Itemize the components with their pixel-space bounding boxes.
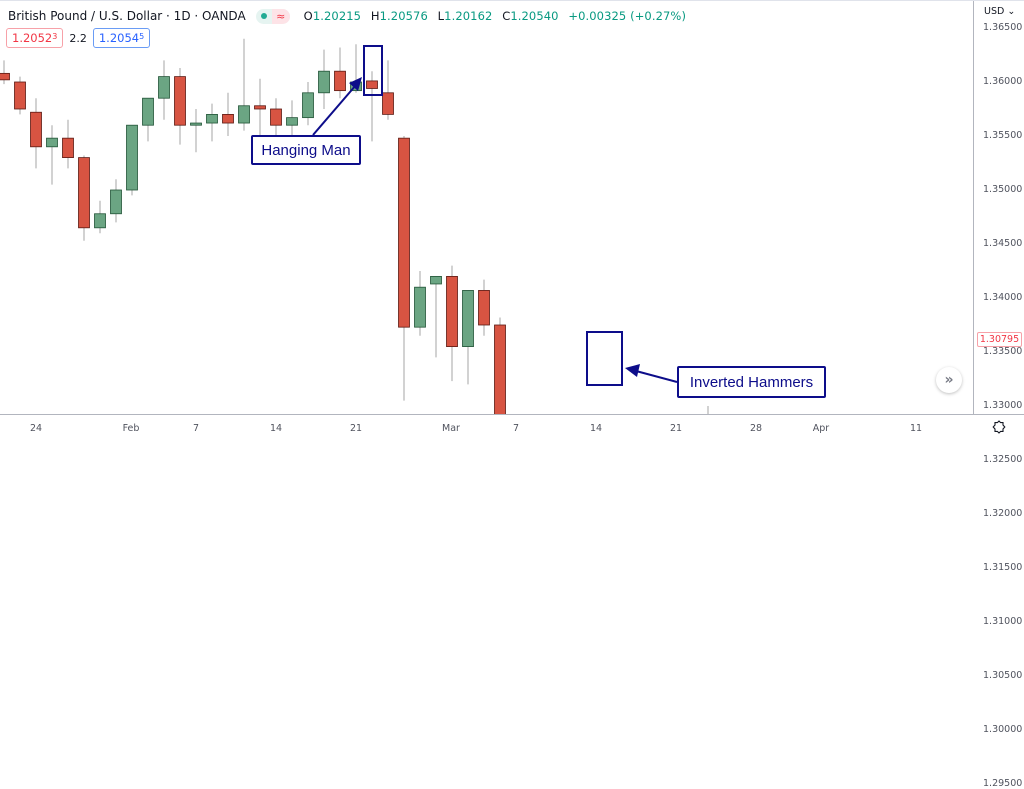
candle[interactable] bbox=[174, 67, 186, 145]
price-tick-label: 1.33500 bbox=[983, 346, 1023, 357]
symbol-header: British Pound / U.S. Dollar · 1D · OANDA… bbox=[8, 7, 692, 25]
high-value: 1.20576 bbox=[379, 9, 428, 23]
price-axis[interactable]: USD ⌄ 1.30795 1.36500 1.36000 1.35500 1.350… bbox=[973, 1, 1024, 789]
delayed-data-wave-icon: ≈ bbox=[271, 8, 290, 24]
price-tick-label: 1.35500 bbox=[983, 130, 1023, 141]
candle[interactable] bbox=[318, 49, 330, 109]
spread-value: 2.2 bbox=[69, 31, 87, 45]
quote-row: 1.2052 3 2.2 1.2054 5 bbox=[6, 28, 151, 48]
hanging-man-label: Hanging Man bbox=[251, 135, 361, 165]
candle[interactable] bbox=[446, 265, 458, 382]
last-price-label: 1.30795 bbox=[977, 332, 1022, 347]
inverted-hammers-highlight-box bbox=[586, 331, 623, 386]
hanging-man-highlight-box bbox=[363, 45, 383, 96]
candle[interactable] bbox=[703, 406, 714, 414]
candle[interactable] bbox=[302, 82, 314, 126]
candle[interactable] bbox=[366, 71, 378, 142]
candle[interactable] bbox=[430, 275, 442, 358]
time-tick-label: 7 bbox=[512, 423, 520, 434]
price-tick-label: 1.29500 bbox=[983, 778, 1023, 789]
candle[interactable] bbox=[414, 271, 426, 336]
low-value: 1.20162 bbox=[444, 9, 493, 23]
price-tick-label: 1.30500 bbox=[983, 670, 1023, 681]
time-tick-label: 24 bbox=[29, 423, 43, 434]
candle[interactable] bbox=[46, 125, 58, 185]
candle[interactable] bbox=[14, 76, 26, 115]
candle[interactable] bbox=[94, 200, 106, 234]
candle[interactable] bbox=[286, 100, 298, 139]
candle[interactable] bbox=[462, 290, 474, 385]
chart-settings-button[interactable] bbox=[973, 414, 1024, 439]
candle[interactable] bbox=[0, 60, 10, 85]
candle[interactable] bbox=[30, 98, 42, 169]
price-tick-label: 1.36000 bbox=[983, 76, 1023, 87]
candle[interactable] bbox=[382, 60, 394, 120]
time-tick-label: 7 bbox=[192, 423, 200, 434]
candle[interactable] bbox=[190, 109, 202, 153]
price-tick-label: 1.32000 bbox=[983, 508, 1023, 519]
candle[interactable] bbox=[478, 279, 490, 336]
buy-button[interactable]: 1.2054 5 bbox=[92, 28, 151, 48]
arrowhead-icon bbox=[625, 364, 640, 377]
price-tick-label: 1.31000 bbox=[983, 616, 1023, 627]
time-tick-label: Apr bbox=[812, 423, 830, 434]
ohlc-values: O1.20215 H1.20576 L1.20162 C1.20540 +0.0… bbox=[303, 9, 687, 23]
time-tick-label: Mar bbox=[442, 423, 460, 434]
candle[interactable] bbox=[110, 179, 122, 223]
time-tick-label: 14 bbox=[269, 423, 283, 434]
candle[interactable] bbox=[238, 38, 250, 131]
price-tick-label: 1.34000 bbox=[983, 292, 1023, 303]
time-tick-label: 21 bbox=[669, 423, 683, 434]
price-tick-label: 1.35000 bbox=[983, 184, 1023, 195]
candle[interactable] bbox=[158, 60, 170, 120]
time-tick-label: Feb bbox=[122, 423, 140, 434]
time-tick-label: 21 bbox=[349, 423, 363, 434]
candle[interactable] bbox=[78, 155, 90, 241]
candle[interactable] bbox=[494, 317, 506, 414]
inverted-hammers-label: Inverted Hammers bbox=[677, 366, 826, 398]
candle[interactable] bbox=[222, 92, 234, 136]
price-tick-label: 1.36500 bbox=[983, 22, 1023, 33]
time-tick-label: 11 bbox=[909, 423, 923, 434]
change-value: +0.00325 (+0.27%) bbox=[568, 9, 687, 23]
status-pill[interactable]: ≈ bbox=[255, 8, 290, 24]
scroll-to-realtime-button[interactable]: » bbox=[936, 367, 962, 393]
close-value: 1.20540 bbox=[510, 9, 559, 23]
candle[interactable] bbox=[398, 136, 410, 401]
open-value: 1.20215 bbox=[312, 9, 362, 23]
inverted-hammers-arrow bbox=[635, 370, 678, 383]
candle[interactable] bbox=[62, 119, 74, 169]
double-chevron-right-icon: » bbox=[944, 372, 954, 388]
candle[interactable] bbox=[334, 47, 346, 99]
market-open-dot-icon bbox=[256, 9, 272, 24]
time-axis[interactable]: 24 Feb 7 14 21 Mar 7 14 21 28 Apr 11 bbox=[0, 414, 973, 439]
arrowhead-icon bbox=[349, 77, 362, 91]
price-tick-label: 1.30000 bbox=[983, 724, 1023, 735]
candle[interactable] bbox=[206, 103, 218, 142]
currency-selector[interactable]: USD ⌄ bbox=[984, 6, 1016, 17]
time-tick-label: 14 bbox=[589, 423, 603, 434]
price-tick-label: 1.33000 bbox=[983, 400, 1023, 411]
time-tick-label: 28 bbox=[749, 423, 763, 434]
sell-button[interactable]: 1.2052 3 bbox=[6, 28, 64, 48]
gear-icon bbox=[991, 420, 1006, 434]
price-tick-label: 1.34500 bbox=[983, 238, 1023, 249]
price-tick-label: 1.32500 bbox=[983, 454, 1023, 465]
candlestick-plot[interactable] bbox=[0, 1, 973, 414]
price-tick-label: 1.31500 bbox=[983, 562, 1023, 573]
symbol-title[interactable]: British Pound / U.S. Dollar · 1D · OANDA bbox=[8, 9, 246, 23]
hanging-man-arrow bbox=[312, 84, 357, 136]
candle[interactable] bbox=[142, 97, 154, 142]
candle[interactable] bbox=[126, 124, 138, 196]
